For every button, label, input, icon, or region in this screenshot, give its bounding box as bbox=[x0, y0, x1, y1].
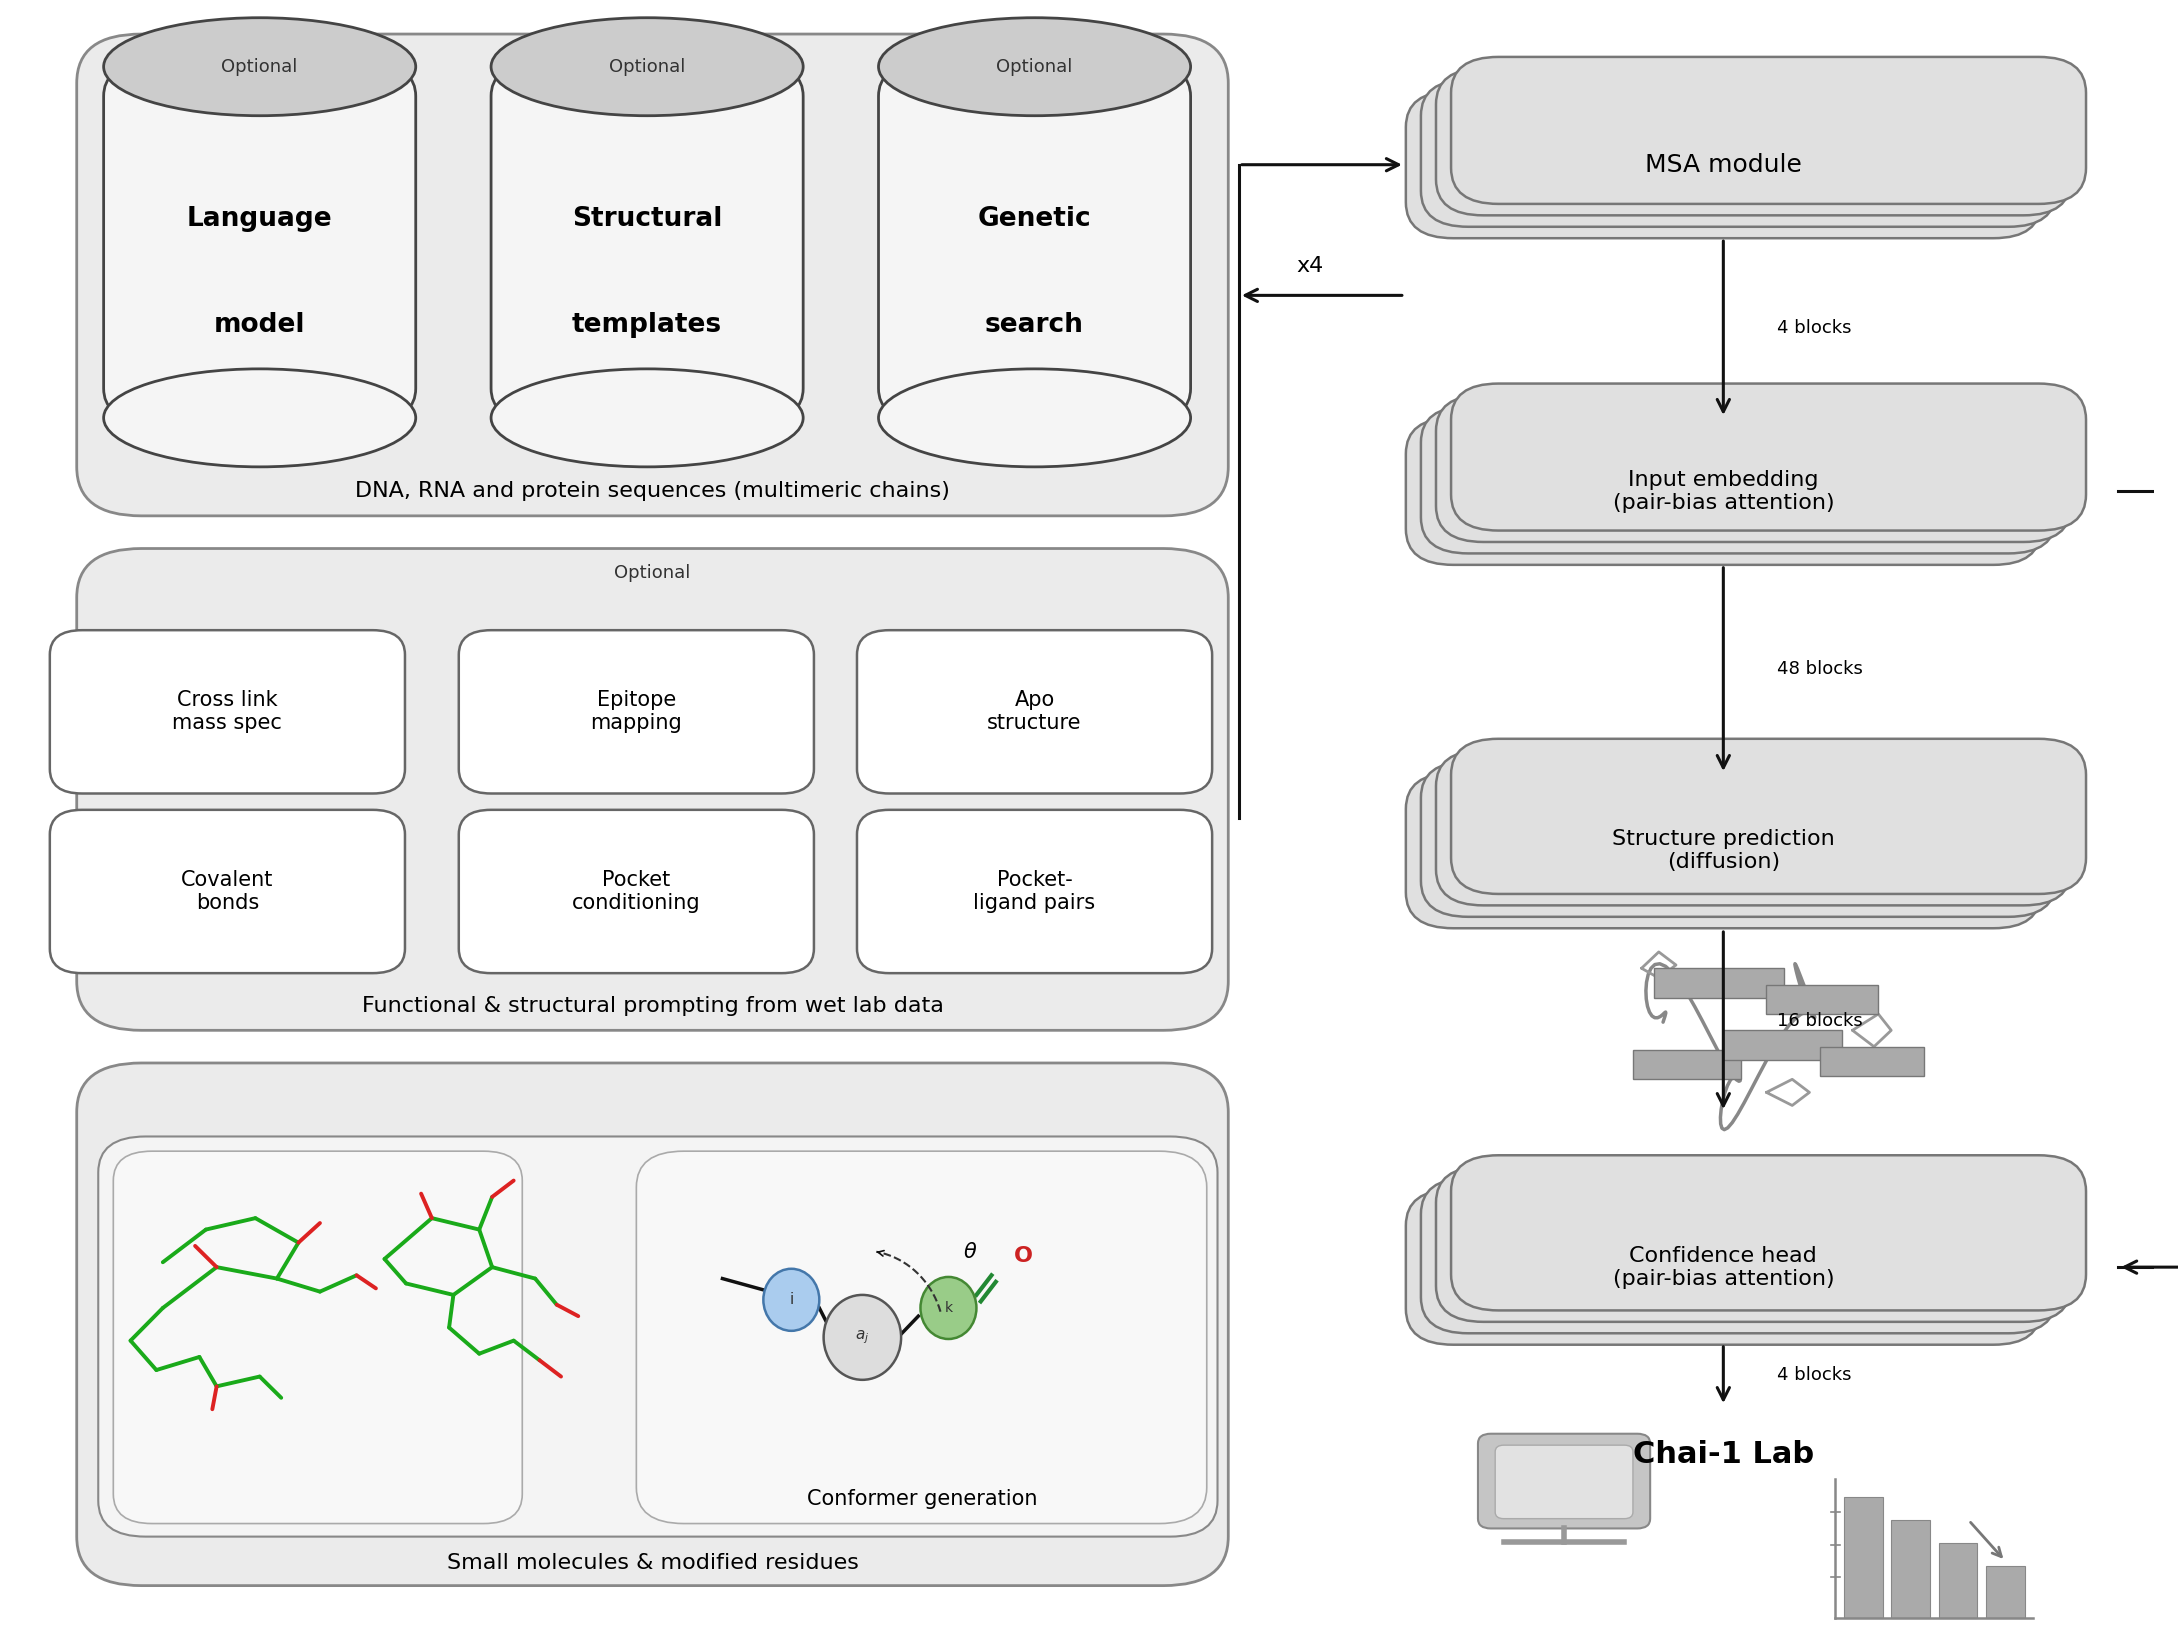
FancyBboxPatch shape bbox=[105, 67, 416, 417]
Ellipse shape bbox=[105, 18, 416, 116]
Text: Cross link
mass spec: Cross link mass spec bbox=[172, 690, 283, 733]
FancyBboxPatch shape bbox=[1451, 739, 2087, 893]
Text: $a_j$: $a_j$ bbox=[856, 1328, 869, 1346]
Bar bbox=[1845, 1497, 1882, 1618]
FancyBboxPatch shape bbox=[1435, 394, 2071, 542]
Bar bbox=[1891, 1520, 1930, 1618]
Text: O: O bbox=[1015, 1245, 1032, 1266]
Text: $\theta$: $\theta$ bbox=[963, 1242, 978, 1263]
FancyBboxPatch shape bbox=[490, 67, 804, 417]
FancyBboxPatch shape bbox=[460, 810, 815, 973]
Ellipse shape bbox=[490, 368, 804, 466]
FancyBboxPatch shape bbox=[1494, 1445, 1634, 1518]
Text: i: i bbox=[788, 1292, 793, 1307]
Text: model: model bbox=[213, 312, 305, 339]
Text: Functional & structural prompting from wet lab data: Functional & structural prompting from w… bbox=[362, 996, 943, 1016]
FancyBboxPatch shape bbox=[1420, 762, 2056, 916]
FancyBboxPatch shape bbox=[76, 548, 1228, 1031]
Text: Structure prediction
(diffusion): Structure prediction (diffusion) bbox=[1612, 829, 1834, 872]
Text: k: k bbox=[945, 1301, 952, 1315]
Text: Structural: Structural bbox=[573, 206, 723, 232]
Bar bbox=[1938, 1543, 1978, 1618]
Text: Language: Language bbox=[187, 206, 333, 232]
Text: Genetic: Genetic bbox=[978, 206, 1091, 232]
Text: Epitope
mapping: Epitope mapping bbox=[590, 690, 682, 733]
FancyBboxPatch shape bbox=[50, 810, 405, 973]
Text: Covalent
bonds: Covalent bonds bbox=[181, 870, 274, 913]
FancyBboxPatch shape bbox=[98, 1137, 1218, 1536]
Text: Pocket-
ligand pairs: Pocket- ligand pairs bbox=[974, 870, 1096, 913]
Text: Optional: Optional bbox=[222, 57, 298, 75]
Text: Chai-1 Lab: Chai-1 Lab bbox=[1634, 1440, 1814, 1469]
FancyBboxPatch shape bbox=[1451, 1155, 2087, 1310]
Ellipse shape bbox=[878, 18, 1191, 116]
Text: Apo
structure: Apo structure bbox=[987, 690, 1082, 733]
Bar bbox=[1634, 1050, 1740, 1080]
FancyBboxPatch shape bbox=[1405, 1189, 2041, 1345]
Text: x4: x4 bbox=[1296, 255, 1324, 276]
FancyBboxPatch shape bbox=[76, 34, 1228, 515]
Text: Optional: Optional bbox=[614, 564, 690, 582]
Text: Optional: Optional bbox=[995, 57, 1074, 75]
FancyBboxPatch shape bbox=[1420, 1178, 2056, 1333]
FancyBboxPatch shape bbox=[1420, 80, 2056, 227]
Text: 4 blocks: 4 blocks bbox=[1777, 319, 1851, 337]
Bar bbox=[1766, 985, 1877, 1014]
Text: templates: templates bbox=[573, 312, 723, 339]
FancyBboxPatch shape bbox=[636, 1152, 1207, 1523]
Bar bbox=[1821, 1047, 1923, 1076]
FancyBboxPatch shape bbox=[460, 630, 815, 793]
Ellipse shape bbox=[762, 1270, 819, 1330]
Text: Confidence head
(pair-bias attention): Confidence head (pair-bias attention) bbox=[1612, 1245, 1834, 1289]
Ellipse shape bbox=[490, 18, 804, 116]
Text: Pocket
conditioning: Pocket conditioning bbox=[573, 870, 701, 913]
FancyBboxPatch shape bbox=[1451, 383, 2087, 530]
FancyBboxPatch shape bbox=[1435, 69, 2071, 216]
Text: 4 blocks: 4 blocks bbox=[1777, 1366, 1851, 1384]
Bar bbox=[1986, 1566, 2026, 1618]
FancyBboxPatch shape bbox=[76, 1063, 1228, 1585]
Text: 16 blocks: 16 blocks bbox=[1777, 1011, 1862, 1029]
Text: Small molecules & modified residues: Small molecules & modified residues bbox=[446, 1553, 858, 1572]
FancyBboxPatch shape bbox=[1405, 92, 2041, 239]
FancyBboxPatch shape bbox=[1405, 417, 2041, 564]
FancyBboxPatch shape bbox=[1405, 774, 2041, 928]
Ellipse shape bbox=[921, 1278, 976, 1338]
FancyBboxPatch shape bbox=[1435, 1166, 2071, 1322]
Text: MSA module: MSA module bbox=[1644, 152, 1801, 177]
Ellipse shape bbox=[878, 368, 1191, 466]
Bar bbox=[1655, 969, 1784, 998]
FancyBboxPatch shape bbox=[856, 810, 1213, 973]
Text: DNA, RNA and protein sequences (multimeric chains): DNA, RNA and protein sequences (multimer… bbox=[355, 481, 950, 501]
Bar bbox=[1723, 1031, 1843, 1060]
FancyBboxPatch shape bbox=[878, 67, 1191, 417]
FancyBboxPatch shape bbox=[856, 630, 1213, 793]
FancyBboxPatch shape bbox=[1420, 406, 2056, 553]
FancyBboxPatch shape bbox=[1479, 1433, 1651, 1528]
Ellipse shape bbox=[105, 368, 416, 466]
FancyBboxPatch shape bbox=[113, 1152, 523, 1523]
Text: Optional: Optional bbox=[610, 57, 686, 75]
Text: 48 blocks: 48 blocks bbox=[1777, 661, 1862, 679]
FancyBboxPatch shape bbox=[50, 630, 405, 793]
Ellipse shape bbox=[823, 1296, 902, 1379]
Text: search: search bbox=[984, 312, 1085, 339]
FancyBboxPatch shape bbox=[1435, 751, 2071, 905]
FancyBboxPatch shape bbox=[1451, 57, 2087, 204]
Text: Conformer generation: Conformer generation bbox=[808, 1489, 1039, 1508]
Text: Input embedding
(pair-bias attention): Input embedding (pair-bias attention) bbox=[1612, 470, 1834, 514]
